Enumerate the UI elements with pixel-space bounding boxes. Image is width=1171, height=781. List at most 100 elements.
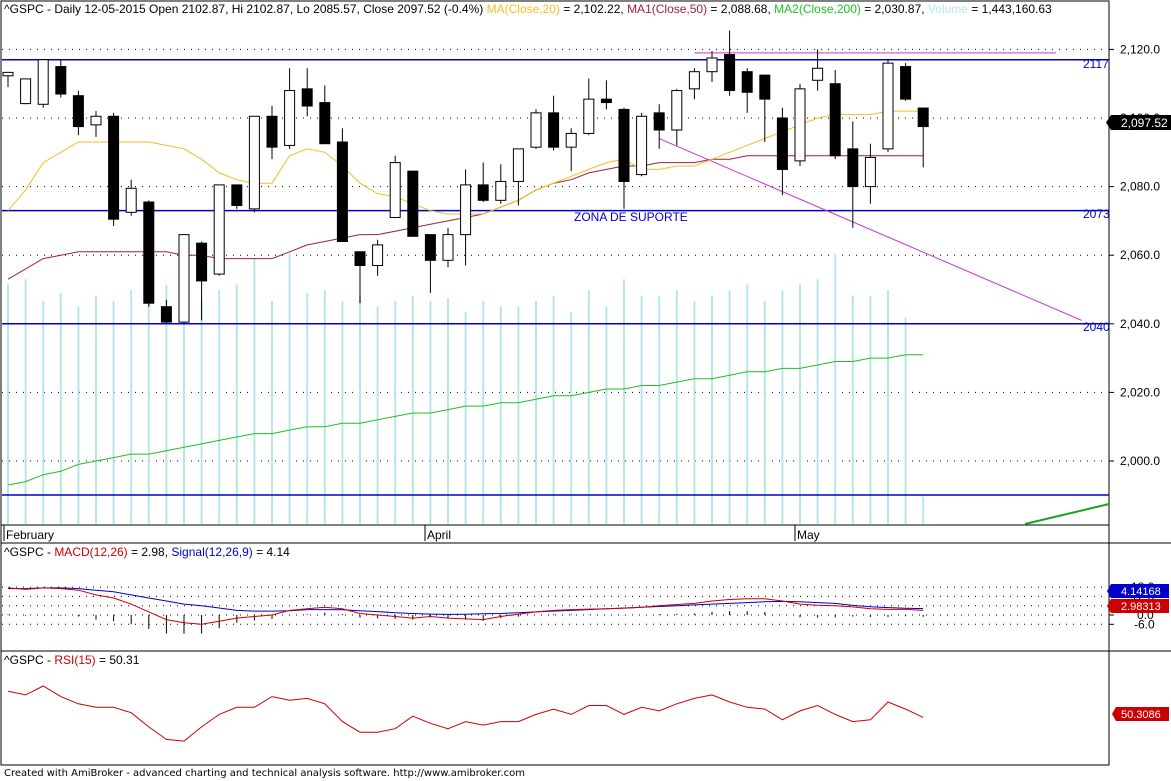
candle [72,90,84,136]
candle-body [600,98,612,104]
candle [724,30,736,96]
rsi-pane [7,685,924,742]
candle [530,109,542,149]
rsi-header: ^GSPC - RSI(15) = 50.31 [4,653,140,667]
candle [160,299,172,324]
candle [565,128,577,172]
ma200-line [7,354,924,486]
price-tick-label: 2,080.0 [1120,180,1160,194]
candle-body [389,162,401,218]
support-resistance-levels [2,52,1110,525]
candle [108,112,120,227]
candle-body [372,244,384,266]
macd-badge [1111,599,1169,613]
candle [20,78,32,105]
candle-body [900,66,912,100]
candle [55,59,67,98]
candle-body [741,71,753,93]
candle-body [759,74,771,100]
candle-body [248,115,260,210]
candle-body [301,88,313,107]
rsi-value: = 50.31 [96,653,140,667]
header-volume-label: Volume [928,2,968,16]
chart-frame [0,0,1110,766]
candle [636,112,648,177]
candle-body [319,102,331,145]
candle [372,239,384,276]
signal-label: Signal(12,26,9) [171,545,252,559]
candle-body [2,71,14,77]
candle-body [196,242,208,282]
candle-body [125,187,137,213]
header-ma50-value: = 2,088.68, [707,2,771,16]
candlesticks [2,30,929,324]
macd-header: ^GSPC - MACD(12,26) = 2.98, Signal(12,26… [4,545,290,559]
candle-body [424,234,436,261]
header-ma20-label: MA(Close,20) [487,2,560,16]
candle [143,200,155,307]
candle [389,155,401,218]
candle [301,68,313,117]
date-axis: February April May [3,525,820,542]
candle [424,234,436,293]
macd-label: MACD(12,26) [54,545,127,559]
trend-line-green [1024,503,1110,525]
price-tick-label: 2,000.0 [1120,454,1160,468]
macd-tick-label: -6.0 [1134,617,1155,631]
candle-body [864,156,876,188]
candle-body [108,115,120,220]
header-ma200-value: = 2,030.87, [861,2,925,16]
candle [178,234,190,324]
price-tick-label: 2,060.0 [1120,248,1160,262]
candle [196,241,208,321]
candle [336,128,348,242]
candle [90,111,102,137]
candle [442,227,454,268]
candle [671,88,683,146]
candle-body [829,83,841,157]
rsi-line [7,685,924,742]
candle [2,71,14,88]
candle [759,74,771,143]
header-ma200-label: MA2(Close,200) [774,2,861,16]
last-price-value: 2,097.52 [1121,116,1168,130]
footer-credit: Created with AmiBroker - advanced charti… [4,768,526,779]
date-label: May [797,528,820,542]
candle-body [90,115,102,126]
candle-body [213,184,225,275]
header-volume-value: = 1,443,160.63 [968,2,1052,16]
candle [477,162,489,203]
level-label-2073: 2073 [1083,207,1110,221]
price-tick-label: 2,120.0 [1120,42,1160,56]
rsi-badge [1116,707,1169,721]
signal-line [8,587,924,615]
candle-body [336,141,348,242]
candle-body [20,78,32,105]
candle-body [653,112,665,131]
candle-body [178,234,190,323]
last-price-badge [1111,115,1171,130]
candle [864,143,876,204]
candle-body [618,108,630,182]
candle-body [512,148,524,182]
candle [495,164,507,204]
volume-bars [7,252,925,524]
candle [917,107,929,168]
candle-body [724,54,736,92]
candle [618,107,630,209]
candle-body [917,107,929,128]
header-ma50-label: MA1(Close,50) [627,2,707,16]
candle-body [231,184,243,206]
header-ohlc: Daily 12-05-2015 Open 2102.87, Hi 2102.8… [54,2,483,16]
main-header: ^GSPC - Daily 12-05-2015 Open 2102.87, H… [4,2,1052,16]
candle [653,104,665,149]
date-label: February [6,528,54,542]
candle [882,59,894,153]
date-label: April [427,528,451,542]
candle-body [882,62,894,150]
signal-badge-value: 4.14168 [1121,586,1161,598]
rsi-badge-value: 50.3086 [1121,709,1161,721]
candle [266,105,278,160]
candle-body [530,112,542,148]
candle [460,169,472,266]
